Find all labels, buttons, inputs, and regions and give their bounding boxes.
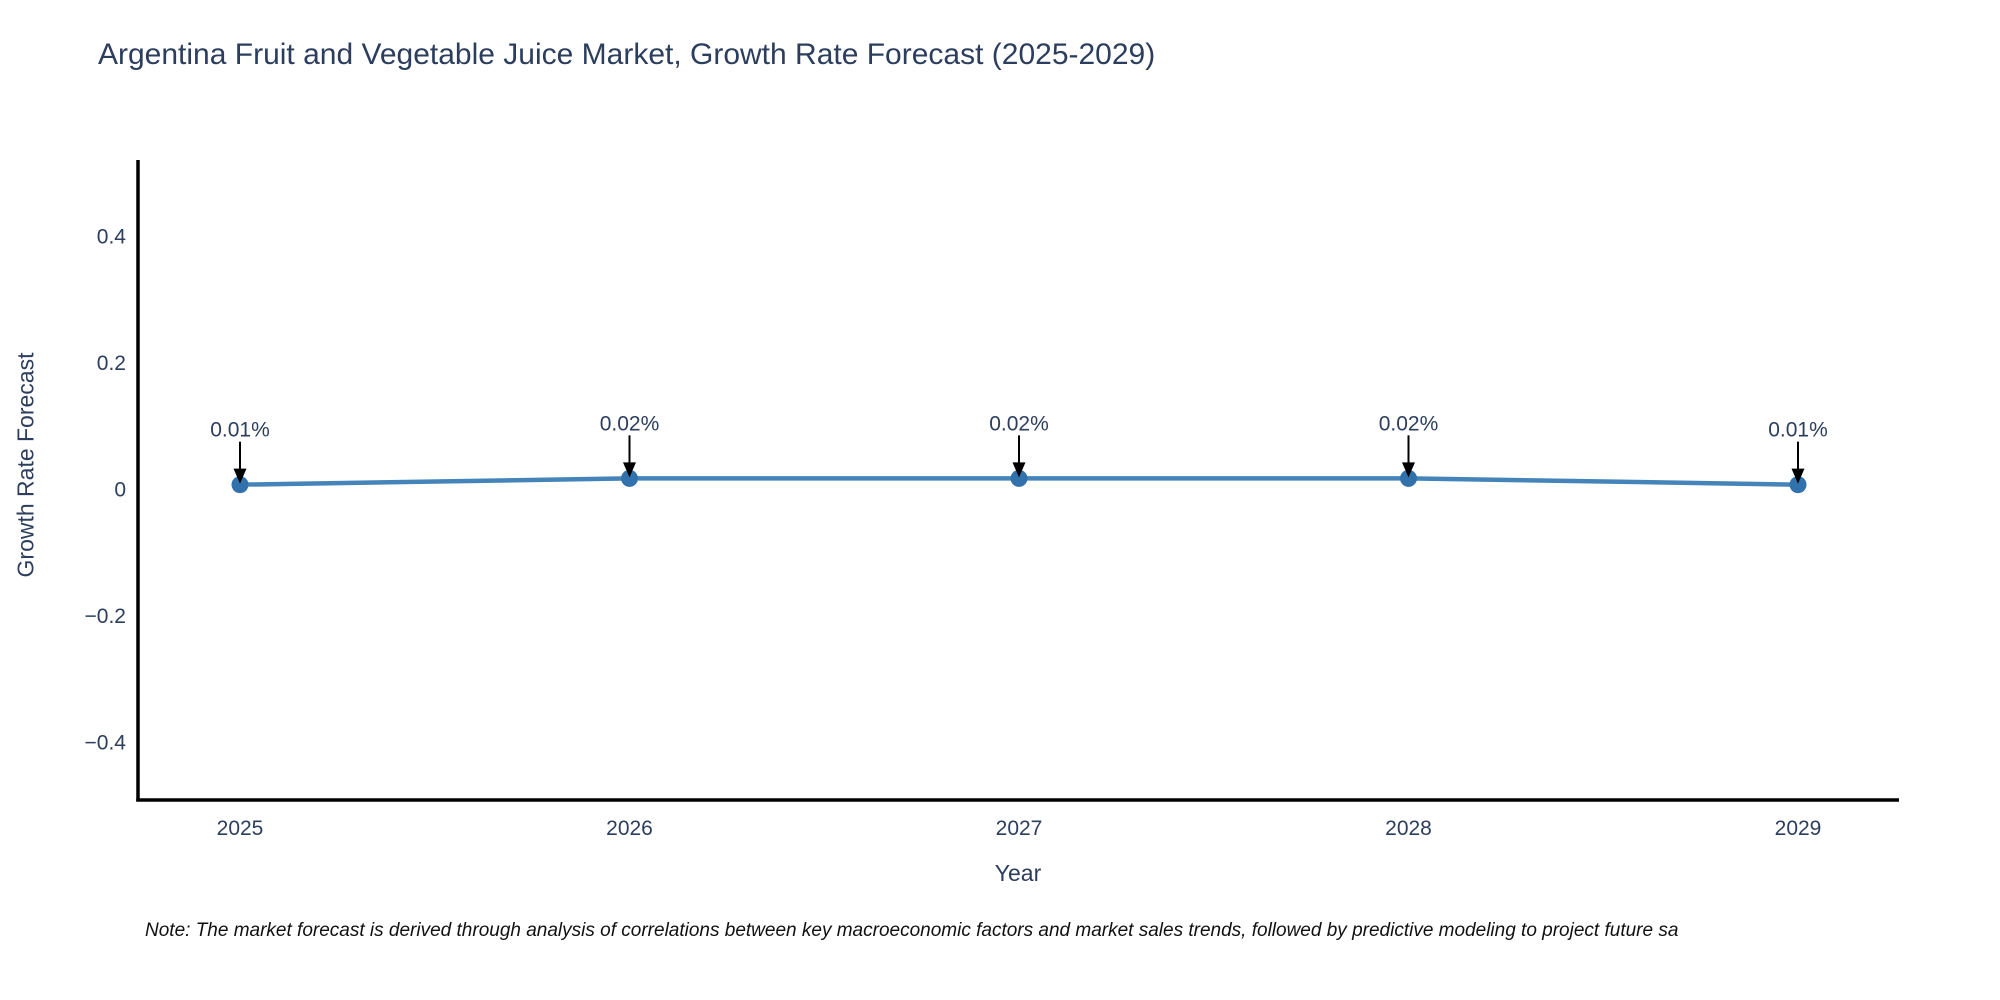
footnote: Note: The market forecast is derived thr… xyxy=(145,920,1679,941)
annotation-arrowhead-icon xyxy=(1402,462,1415,478)
data-point-marker xyxy=(1789,476,1807,494)
y-tick-label: 0.2 xyxy=(97,352,126,375)
x-tick-label: 2027 xyxy=(996,817,1043,840)
data-point-marker xyxy=(621,469,638,487)
x-axis-title: Year xyxy=(994,860,1042,886)
annotation-arrowhead-icon xyxy=(233,468,247,484)
y-tick-label: −0.4 xyxy=(85,731,127,754)
annotation-arrowhead-icon xyxy=(1791,468,1805,484)
annotation-arrowhead-icon xyxy=(1012,462,1026,478)
point-annotation: 0.02% xyxy=(1379,412,1439,435)
y-tick-label: 0 xyxy=(114,479,126,502)
data-point-marker xyxy=(1010,469,1028,487)
y-axis-title: Growth Rate Forecast xyxy=(12,352,39,578)
point-annotation: 0.02% xyxy=(989,412,1049,435)
x-tick-label: 2029 xyxy=(1775,817,1822,840)
data-point-marker xyxy=(1400,469,1417,487)
chart-title: Argentina Fruit and Vegetable Juice Mark… xyxy=(98,38,1156,71)
annotation-arrowhead-icon xyxy=(623,462,636,478)
x-tick-label: 2028 xyxy=(1385,817,1432,840)
y-tick-label: −0.2 xyxy=(85,605,126,628)
x-tick-label: 2026 xyxy=(606,817,653,840)
point-annotation: 0.01% xyxy=(1768,419,1828,442)
point-annotation: 0.01% xyxy=(210,419,270,442)
y-tick-label: 0.4 xyxy=(97,226,127,249)
point-annotation: 0.02% xyxy=(600,412,660,435)
data-point-marker xyxy=(231,476,249,494)
x-tick-label: 2025 xyxy=(217,817,264,840)
